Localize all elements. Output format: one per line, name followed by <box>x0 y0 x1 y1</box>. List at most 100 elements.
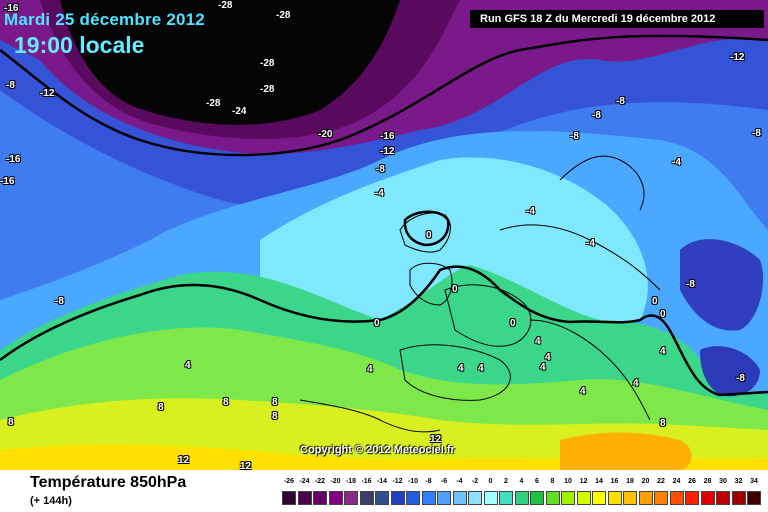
legend-swatch <box>530 491 544 505</box>
legend-swatch <box>437 491 451 505</box>
contour-label: 4 <box>478 363 484 374</box>
forecast-hour: (+ 144h) <box>30 495 72 507</box>
legend-swatch <box>607 491 622 505</box>
legend-swatch <box>514 491 529 505</box>
contour-label: -16 <box>0 176 15 187</box>
legend-swatch <box>654 491 668 505</box>
zero-isotherm-islands <box>403 210 450 247</box>
contour-label: -28 <box>260 84 275 95</box>
legend-swatch <box>669 491 684 505</box>
cyan-zone <box>260 157 648 340</box>
legend-swatch <box>638 491 653 505</box>
legend-swatch <box>328 491 343 505</box>
contour-label: -8 <box>616 96 625 107</box>
legend-tick-label: 0 <box>488 478 493 485</box>
legend-tick-label: -16 <box>361 478 372 485</box>
legend-swatch <box>700 491 715 505</box>
contour-label: -20 <box>318 129 333 140</box>
contour-label: 0 <box>374 318 380 329</box>
legend-tick-label: -14 <box>376 478 388 485</box>
legend-swatch <box>359 491 374 505</box>
map-title: Température 850hPa <box>30 474 187 491</box>
contour-label: 8 <box>272 397 278 408</box>
forecast-time: 19:00 locale <box>14 32 145 58</box>
contour-label: 4 <box>367 364 373 375</box>
contour-label: 8 <box>158 402 164 413</box>
legend-tick-label: 12 <box>579 478 588 485</box>
legend-tick-label: -2 <box>471 478 479 485</box>
contour-label: 0 <box>452 284 458 295</box>
legend-tick-label: 30 <box>719 478 727 485</box>
contour-label: -8 <box>752 128 761 139</box>
map-canvas <box>0 0 768 470</box>
contour-label: 8 <box>272 411 278 422</box>
legend-tick-label: 32 <box>734 478 743 485</box>
legend-tick-label: 24 <box>672 478 681 485</box>
zero-isotherm <box>0 265 768 397</box>
legend-swatch <box>716 491 730 505</box>
legend-tick-label: 18 <box>626 478 634 485</box>
contour-label: -28 <box>276 10 291 21</box>
contour-label: 0 <box>660 309 666 320</box>
legend-tick-label: 4 <box>519 478 524 485</box>
contour-label: 12 <box>178 455 190 466</box>
legend-tick-label: -6 <box>440 478 448 485</box>
legend-tick-label: 34 <box>750 478 758 485</box>
legend-swatch <box>747 491 761 505</box>
contour-label: 0 <box>510 318 516 329</box>
contour-label: 4 <box>458 363 464 374</box>
legend-swatch <box>685 491 699 505</box>
legend-swatch <box>623 491 637 505</box>
contour-label: -8 <box>686 279 695 290</box>
legend-tick-label: -24 <box>299 478 310 485</box>
legend-swatch <box>313 491 327 505</box>
contour-label: -8 <box>55 296 64 307</box>
forecast-date: Mardi 25 décembre 2012 <box>4 10 205 29</box>
legend-swatch <box>731 491 746 505</box>
legend-tick-label: 16 <box>610 478 619 485</box>
legend-swatch <box>390 491 405 505</box>
coastlines <box>299 155 661 433</box>
contour-label: -8 <box>736 373 745 384</box>
contour-label: 4 <box>633 378 639 389</box>
legend-tick-label: 20 <box>641 478 650 485</box>
legend-tick-label: -12 <box>392 478 403 485</box>
contour-label: -4 <box>375 188 384 199</box>
legend-tick-label: -20 <box>330 478 341 485</box>
legend-tick-label: -26 <box>283 478 295 485</box>
legend-tick-label: 10 <box>564 478 572 485</box>
legend-swatch <box>344 491 358 505</box>
legend-swatch <box>375 491 389 505</box>
legend-tick-label: 8 <box>550 478 555 485</box>
legend-tick-label: 22 <box>657 478 665 485</box>
east-cold-pocket <box>680 239 764 331</box>
contour-label: -12 <box>380 146 395 157</box>
legend-swatch <box>499 491 513 505</box>
contour-label: 4 <box>535 336 541 347</box>
contour-label: 12 <box>430 434 442 445</box>
copyright-text: Copyright © 2012 Meteociel.fr <box>300 444 455 456</box>
legend-swatch <box>406 491 420 505</box>
contour-label: 4 <box>545 352 551 363</box>
contour-label: 0 <box>426 230 432 241</box>
legend-swatch <box>483 491 498 505</box>
contour-label: -24 <box>232 106 247 117</box>
legend-tick-label: 14 <box>595 478 603 485</box>
contour-label: -8 <box>376 164 385 175</box>
legend-tick-label: -10 <box>407 478 419 485</box>
legend-swatch <box>592 491 606 505</box>
legend-swatch <box>421 491 436 505</box>
coldest-core <box>60 0 400 125</box>
contour-label: -12 <box>730 52 745 63</box>
legend-tick-label: 6 <box>535 478 539 485</box>
legend-swatch <box>576 491 591 505</box>
contour-label: -8 <box>592 110 601 121</box>
legend-swatch <box>468 491 482 505</box>
legend-tick-label: 2 <box>504 478 508 485</box>
contour-label: -16 <box>6 154 21 165</box>
legend-swatch <box>561 491 575 505</box>
contour-label: 4 <box>660 346 666 357</box>
contour-label: 12 <box>240 461 252 470</box>
legend-tick-label: 26 <box>688 478 696 485</box>
legend-tick-label: -18 <box>345 478 357 485</box>
